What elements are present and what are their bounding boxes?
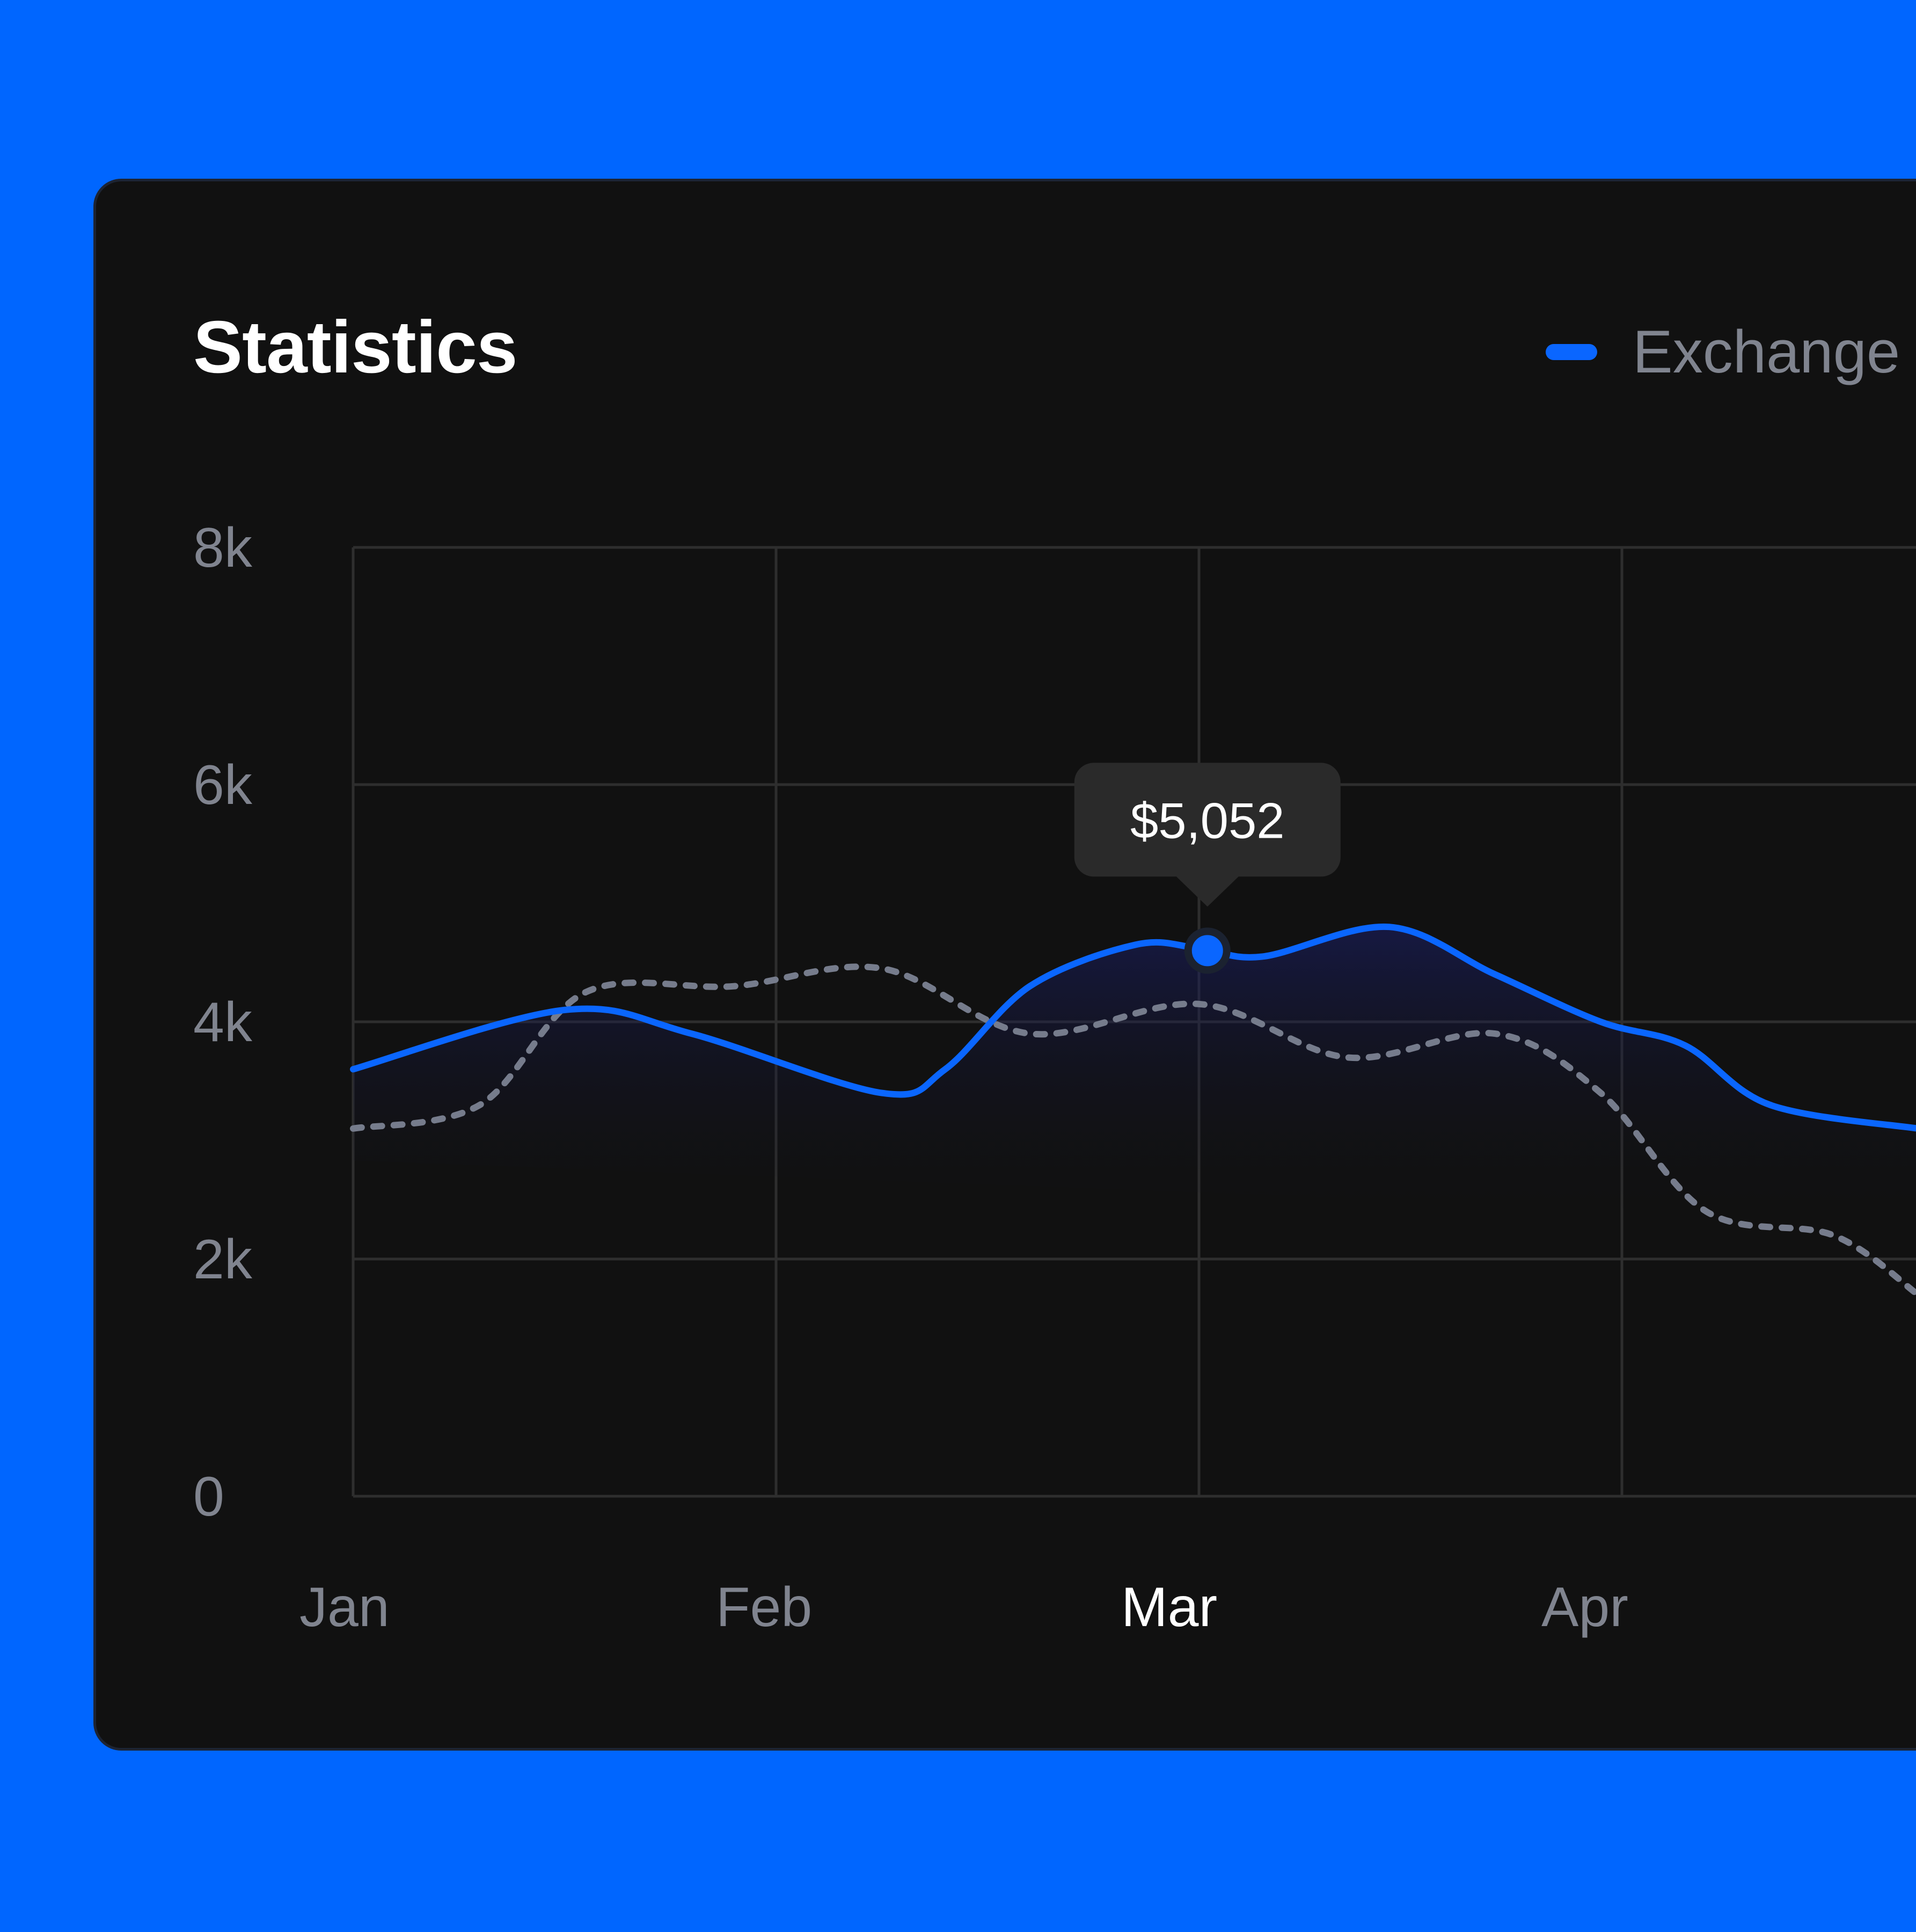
legend-dash-icon [1546, 344, 1597, 360]
tooltip-box [1074, 763, 1341, 877]
x-tick-label-jan[interactable]: Jan [299, 1576, 390, 1638]
series-area-exchange [353, 926, 1916, 1220]
x-axis-ticks: Jan Feb Mar Apr [299, 1576, 1628, 1638]
x-tick-label-feb[interactable]: Feb [716, 1576, 812, 1638]
series-line-exchange [350, 923, 1916, 1132]
grid-lines [352, 546, 1916, 1498]
data-point-marker[interactable] [1184, 927, 1231, 974]
y-tick-label: 0 [193, 1466, 224, 1528]
legend-label-exchange: Exchange [1633, 318, 1900, 385]
x-tick-label-mar[interactable]: Mar [1121, 1576, 1217, 1638]
tooltip-pointer-icon [1175, 875, 1240, 907]
y-tick-label: 6k [193, 754, 253, 816]
statistics-card [93, 179, 1916, 1751]
tooltip: $5,052 [1074, 763, 1341, 974]
y-axis-ticks: 8k 6k 4k 2k 0 [193, 517, 253, 1528]
legend[interactable]: Exchange [1546, 322, 1900, 382]
tooltip-value: $5,052 [1130, 792, 1285, 848]
x-tick-label-apr[interactable]: Apr [1541, 1576, 1628, 1638]
series-layer [350, 923, 1916, 1298]
y-tick-label: 2k [193, 1228, 253, 1291]
y-tick-label: 4k [193, 991, 253, 1053]
series-line-dotted [350, 963, 1916, 1298]
y-tick-label: 8k [193, 517, 253, 579]
chart-title: Statistics [193, 306, 518, 389]
